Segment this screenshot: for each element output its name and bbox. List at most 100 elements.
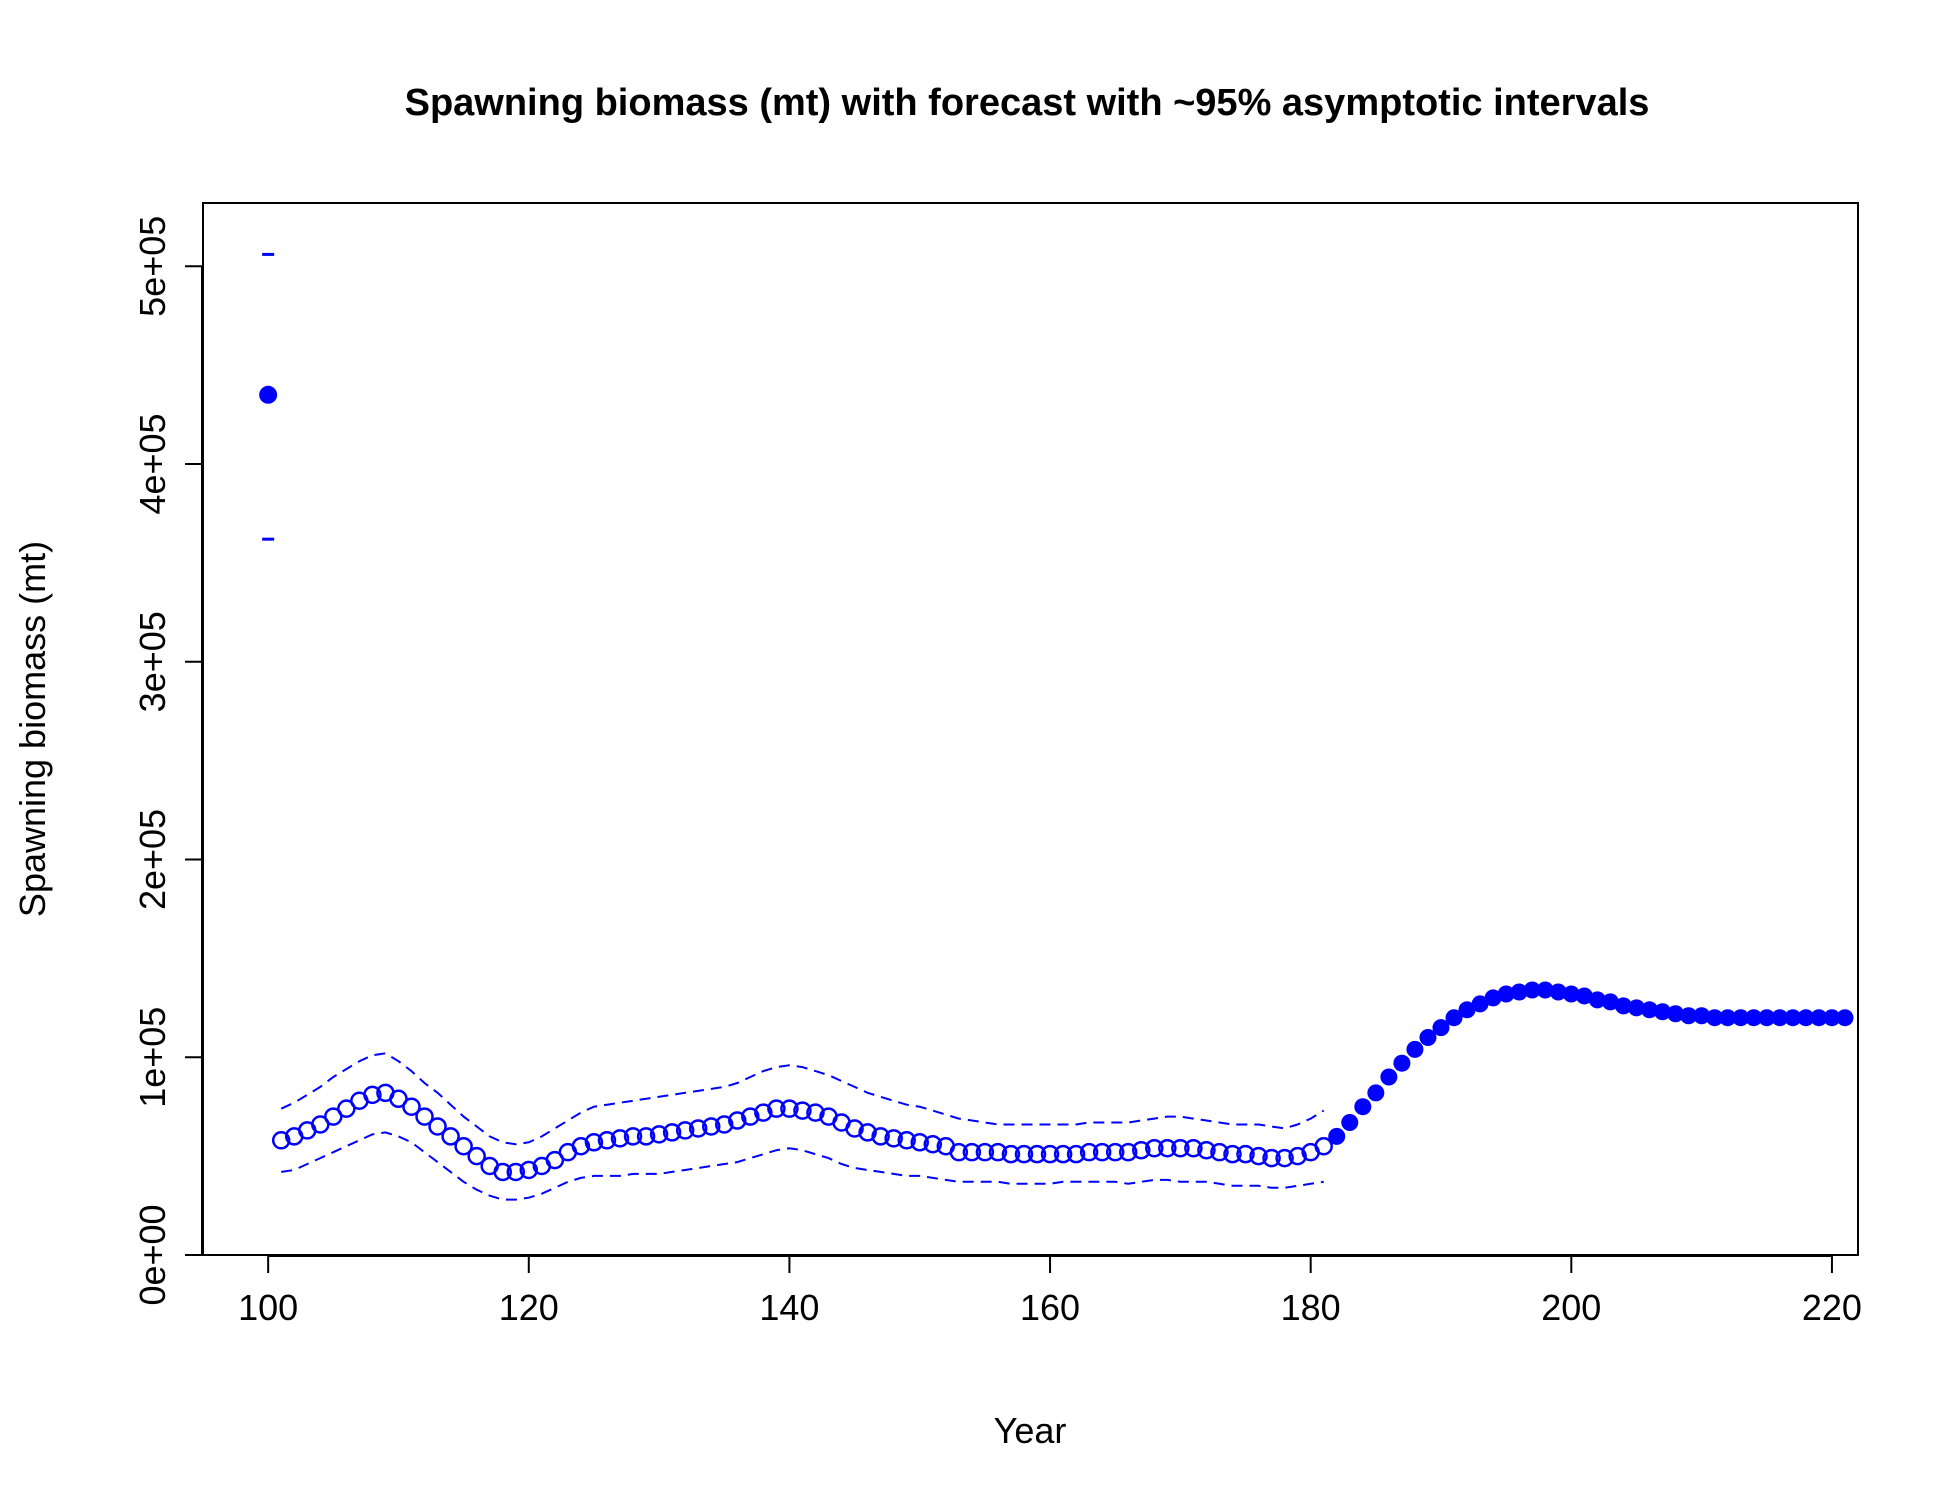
estimated-point — [1040, 1144, 1060, 1164]
forecast-point — [1328, 1127, 1346, 1145]
estimated-point — [741, 1107, 760, 1126]
forecast-point — [1719, 1009, 1737, 1027]
estimated-point — [1027, 1144, 1047, 1164]
forecast-point — [1523, 981, 1541, 999]
forecast-point — [1601, 993, 1619, 1011]
estimated-point — [311, 1115, 330, 1134]
estimated-point — [754, 1103, 773, 1122]
y-axis-label: Spawning biomass (mt) — [12, 541, 53, 917]
forecast-point — [1393, 1054, 1411, 1072]
estimated-point — [780, 1099, 799, 1118]
virgin-point — [259, 385, 278, 404]
estimated-point — [897, 1131, 916, 1150]
estimated-point — [988, 1142, 1008, 1162]
estimated-point — [271, 1131, 291, 1150]
estimated-point — [1262, 1148, 1281, 1168]
estimated-point — [975, 1142, 995, 1162]
estimated-point — [584, 1133, 604, 1152]
forecast-point — [1732, 1009, 1750, 1027]
forecast-point — [1536, 981, 1554, 999]
estimated-point — [910, 1133, 929, 1152]
forecast-point — [1510, 983, 1528, 1001]
estimated-point — [662, 1123, 682, 1142]
plot-frame — [202, 202, 1859, 1256]
x-tick-label: 120 — [499, 1287, 559, 1328]
estimated-point — [1014, 1144, 1034, 1164]
forecast-point — [1354, 1098, 1372, 1116]
forecast-point — [1575, 987, 1593, 1005]
estimated-point — [623, 1127, 643, 1146]
forecast-point — [1640, 1001, 1658, 1019]
estimated-point — [467, 1146, 486, 1166]
x-tick-label: 200 — [1541, 1287, 1601, 1328]
forecast-point — [1784, 1009, 1802, 1027]
estimated-point — [1158, 1138, 1177, 1158]
estimated-point — [545, 1150, 565, 1170]
forecast-point — [1497, 985, 1515, 1003]
y-tick-label: 3e+05 — [132, 611, 173, 712]
forecast-point — [1627, 999, 1645, 1017]
forecast-point — [1341, 1114, 1359, 1132]
estimated-point — [1079, 1142, 1099, 1162]
forecast-point — [1458, 1001, 1476, 1019]
estimated-point — [1275, 1148, 1294, 1168]
forecast-point — [1706, 1009, 1724, 1027]
x-tick-label: 180 — [1281, 1287, 1341, 1328]
forecast-point — [1471, 995, 1489, 1013]
estimated-point — [1118, 1142, 1138, 1162]
y-tick-label: 1e+05 — [132, 1007, 173, 1108]
estimated-point — [428, 1117, 447, 1136]
estimated-point — [1145, 1138, 1164, 1158]
forecast-point — [1445, 1009, 1463, 1027]
estimated-point — [324, 1107, 343, 1126]
forecast-point — [1380, 1068, 1398, 1086]
forecast-point — [1797, 1009, 1815, 1027]
y-tick-label: 4e+05 — [132, 413, 173, 514]
estimated-point — [806, 1103, 825, 1122]
forecast-point — [1823, 1009, 1841, 1027]
forecast-point — [1419, 1028, 1437, 1046]
estimated-point — [415, 1107, 434, 1126]
x-axis-label: Year — [994, 1410, 1067, 1451]
estimated-point — [649, 1125, 669, 1144]
x-tick-label: 160 — [1020, 1287, 1080, 1328]
estimated-point — [962, 1142, 982, 1162]
estimated-point — [728, 1111, 747, 1130]
forecast-point — [1654, 1003, 1672, 1021]
forecast-point — [1614, 997, 1632, 1015]
estimated-point — [884, 1129, 903, 1148]
estimated-point — [767, 1099, 786, 1118]
forecast-point — [1667, 1005, 1685, 1023]
estimated-point — [923, 1135, 943, 1154]
estimated-point — [845, 1119, 864, 1138]
estimated-point — [1210, 1142, 1229, 1162]
y-tick-label: 5e+05 — [132, 216, 173, 317]
estimated-point — [688, 1119, 708, 1138]
lower-interval-line — [281, 1131, 1324, 1201]
forecast-point — [1693, 1007, 1711, 1025]
x-tick-label: 140 — [759, 1287, 819, 1328]
estimated-point — [701, 1117, 721, 1136]
estimated-point — [1314, 1136, 1333, 1156]
forecast-point — [1562, 985, 1580, 1003]
forecast-point — [1758, 1009, 1776, 1027]
chart-title: Spawning biomass (mt) with forecast with… — [405, 82, 1650, 124]
forecast-point — [1406, 1040, 1424, 1058]
estimated-point — [506, 1162, 526, 1182]
estimated-point — [1288, 1146, 1307, 1166]
estimated-point — [441, 1127, 460, 1146]
series-layer — [259, 252, 1854, 1201]
estimated-point — [402, 1097, 421, 1116]
forecast-point — [1484, 989, 1502, 1007]
x-tick-label: 100 — [238, 1287, 298, 1328]
y-tick-label: 2e+05 — [132, 809, 173, 910]
estimated-point — [1249, 1146, 1268, 1166]
estimated-point — [454, 1136, 473, 1156]
y-axis: 0e+00 1e+05 2e+05 3e+05 4e+05 5e+05 — [132, 216, 203, 1306]
estimated-point — [571, 1136, 591, 1156]
estimated-point — [1132, 1140, 1151, 1160]
estimated-point — [493, 1162, 512, 1182]
estimated-point — [949, 1142, 969, 1162]
estimated-point — [675, 1121, 695, 1140]
